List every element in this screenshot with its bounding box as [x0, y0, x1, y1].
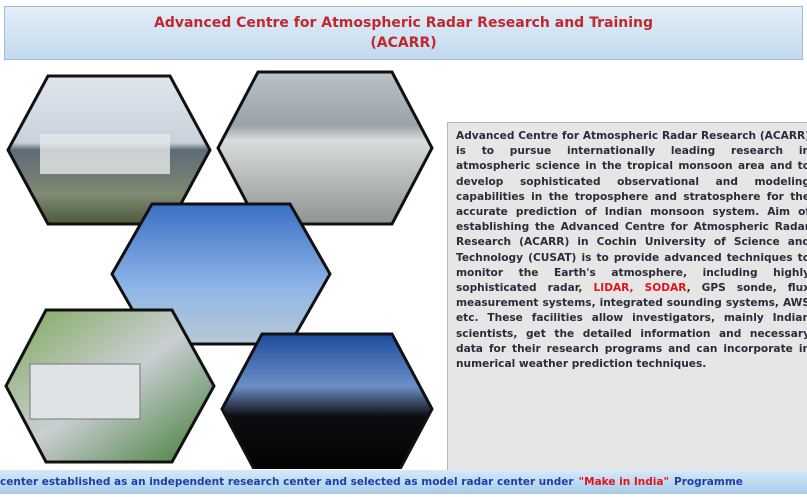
title: Advanced Centre for Atmospheric Radar Re…	[5, 13, 802, 33]
photo-night-building	[222, 334, 432, 469]
ticker-text: center established as an independent res…	[0, 476, 574, 488]
description-text: , GPS sonde, flux measurement systems, i…	[456, 282, 807, 370]
header-banner: Advanced Centre for Atmospheric Radar Re…	[4, 6, 803, 60]
photo-antenna-field	[218, 72, 432, 224]
description: Advanced Centre for Atmospheric Radar Re…	[456, 129, 807, 372]
news-ticker: center established as an independent res…	[0, 470, 807, 494]
building-shape	[40, 134, 170, 174]
description-text: Advanced Centre for Atmospheric Radar Re…	[456, 130, 807, 294]
shelter-shape	[30, 364, 140, 419]
photo-collage	[0, 64, 445, 469]
ticker-highlight: "Make in India"	[579, 476, 669, 488]
description-highlight: LIDAR, SODAR	[594, 282, 687, 294]
title: (ACARR)	[5, 33, 802, 53]
page: {"header": {"title_line1": "Advanced Cen…	[0, 0, 807, 497]
ticker-text: Programme	[674, 476, 743, 488]
description-box: Advanced Centre for Atmospheric Radar Re…	[447, 122, 807, 486]
